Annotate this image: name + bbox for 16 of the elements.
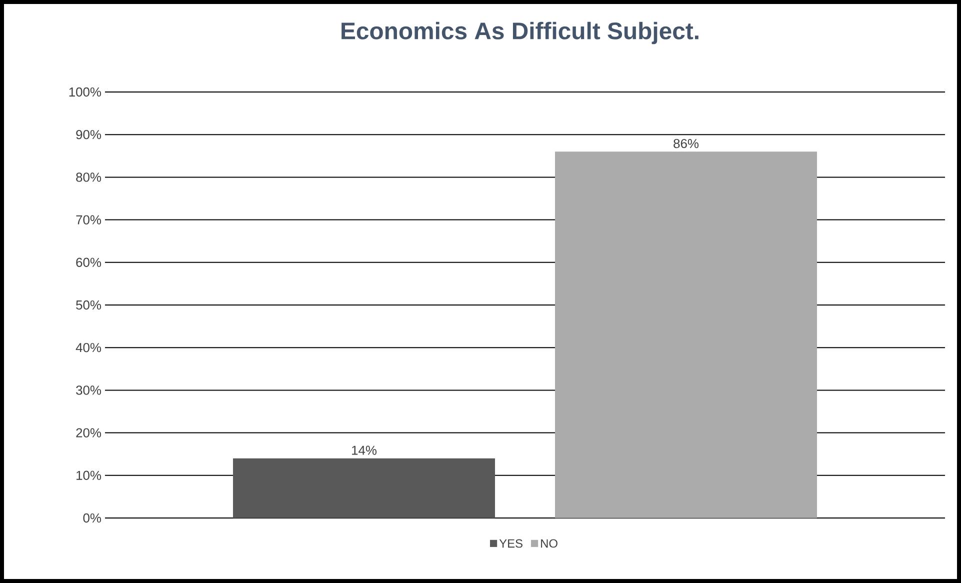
y-tick-label: 40% [76, 343, 102, 352]
y-tick-label: 10% [76, 470, 102, 480]
y-tick-label: 70% [76, 215, 102, 224]
legend-label: NO [541, 539, 558, 548]
y-tick-label: 50% [76, 300, 102, 310]
y-tick-label: 60% [76, 258, 102, 267]
y-tick-label: 100% [69, 87, 102, 97]
legend-label: YES [499, 539, 522, 548]
y-tick-label: 80% [76, 172, 102, 182]
y-tick-label: 90% [76, 130, 102, 140]
y-tick-label: 30% [76, 386, 102, 395]
data-label: 14% [352, 446, 377, 455]
data-label: 86% [674, 138, 699, 148]
y-tick-label: 20% [76, 428, 102, 438]
y-tick-label: 0% [83, 513, 102, 523]
chart-title: Economics As Difficult Subject. [342, 22, 698, 44]
